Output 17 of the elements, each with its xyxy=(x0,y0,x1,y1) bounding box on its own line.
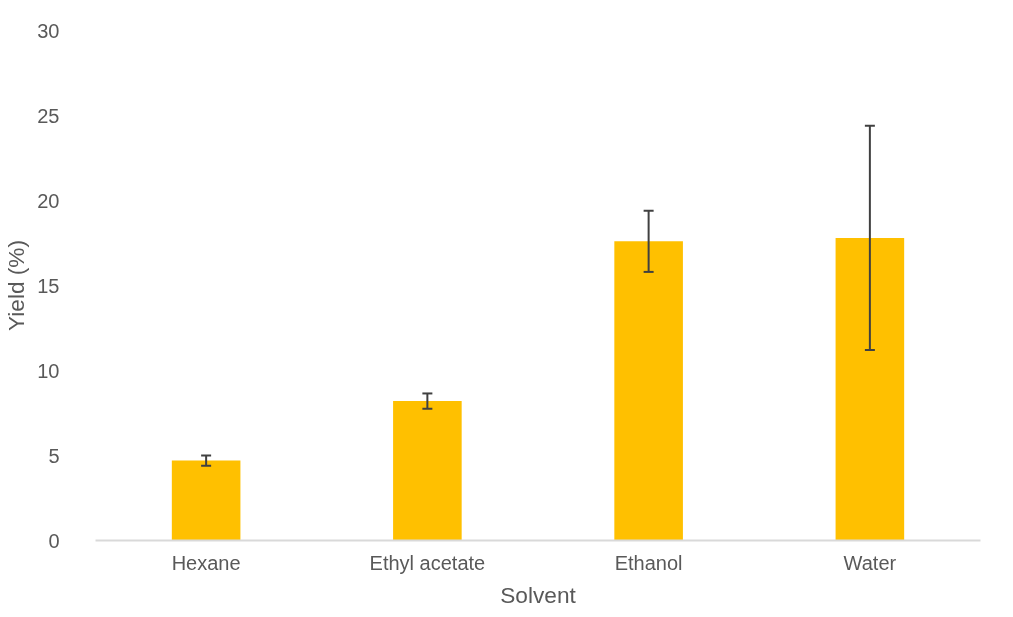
y-tick-label: 10 xyxy=(37,359,60,382)
y-tick-label: 0 xyxy=(48,529,60,552)
bar xyxy=(614,241,683,541)
y-tick-label: 30 xyxy=(37,19,60,42)
x-tick-label: Ethyl acetate xyxy=(369,551,486,574)
x-tick-label: Ethanol xyxy=(614,551,683,574)
y-tick-label: 5 xyxy=(48,444,60,467)
bar xyxy=(835,237,905,541)
bar xyxy=(393,401,462,541)
x-tick-label: Hexane xyxy=(171,551,241,574)
x-tick-label: Water xyxy=(843,551,897,574)
y-tick-label: 25 xyxy=(37,104,60,127)
y-axis-title: Yield (%) xyxy=(3,239,30,332)
y-tick-label: 15 xyxy=(37,274,60,297)
x-axis-title: Solvent xyxy=(500,581,577,608)
bar xyxy=(171,460,241,541)
y-tick-label: 20 xyxy=(37,189,60,212)
